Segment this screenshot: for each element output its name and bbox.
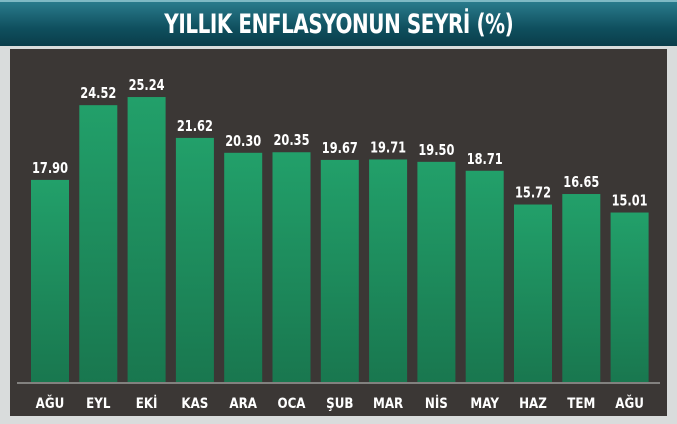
bar [514, 204, 552, 382]
data-label: 24.52 [80, 84, 116, 102]
x-tick-label: AĞU [36, 395, 65, 412]
x-tick-label: EYL [86, 396, 110, 412]
data-label: 25.24 [129, 76, 165, 94]
x-tick-label: MAR [373, 396, 403, 412]
x-tick-label: EKİ [136, 395, 158, 412]
chart-title: YILLIK ENFLASYONUN SEYRİ (%) [163, 8, 514, 40]
bar [320, 159, 359, 382]
x-tick-label: ARA [229, 396, 257, 412]
bar [610, 212, 649, 382]
data-label: 19.67 [322, 139, 358, 157]
x-tick-label: KAS [181, 396, 208, 412]
bar [79, 105, 118, 383]
x-tick-label: MAY [470, 396, 499, 412]
bar [465, 170, 504, 382]
x-tick-label: NİS [425, 395, 448, 412]
x-tick-label: HAZ [519, 396, 547, 412]
x-tick-label: OCA [277, 396, 305, 412]
bar [127, 97, 166, 382]
data-label: 18.71 [467, 150, 503, 168]
data-label: 15.72 [515, 184, 551, 202]
bar [175, 137, 214, 382]
data-label: 20.35 [274, 131, 310, 149]
data-label: 17.90 [32, 159, 68, 177]
bar [369, 159, 408, 382]
bar [31, 179, 69, 382]
bar [224, 152, 263, 382]
bar [562, 194, 601, 382]
x-tick-label: AĞU [615, 395, 644, 412]
x-tick-label: TEM [567, 396, 595, 412]
data-label: 21.62 [177, 117, 213, 135]
bar [417, 161, 456, 382]
data-label: 20.30 [225, 132, 261, 150]
bar [272, 152, 311, 382]
title-bar: YILLIK ENFLASYONUN SEYRİ (%) [0, 0, 677, 46]
data-label: 19.50 [418, 141, 454, 159]
data-label: 15.01 [612, 192, 648, 210]
x-tick-label: ŞUB [326, 396, 353, 412]
data-label: 16.65 [563, 173, 599, 191]
data-label: 19.71 [370, 138, 406, 156]
